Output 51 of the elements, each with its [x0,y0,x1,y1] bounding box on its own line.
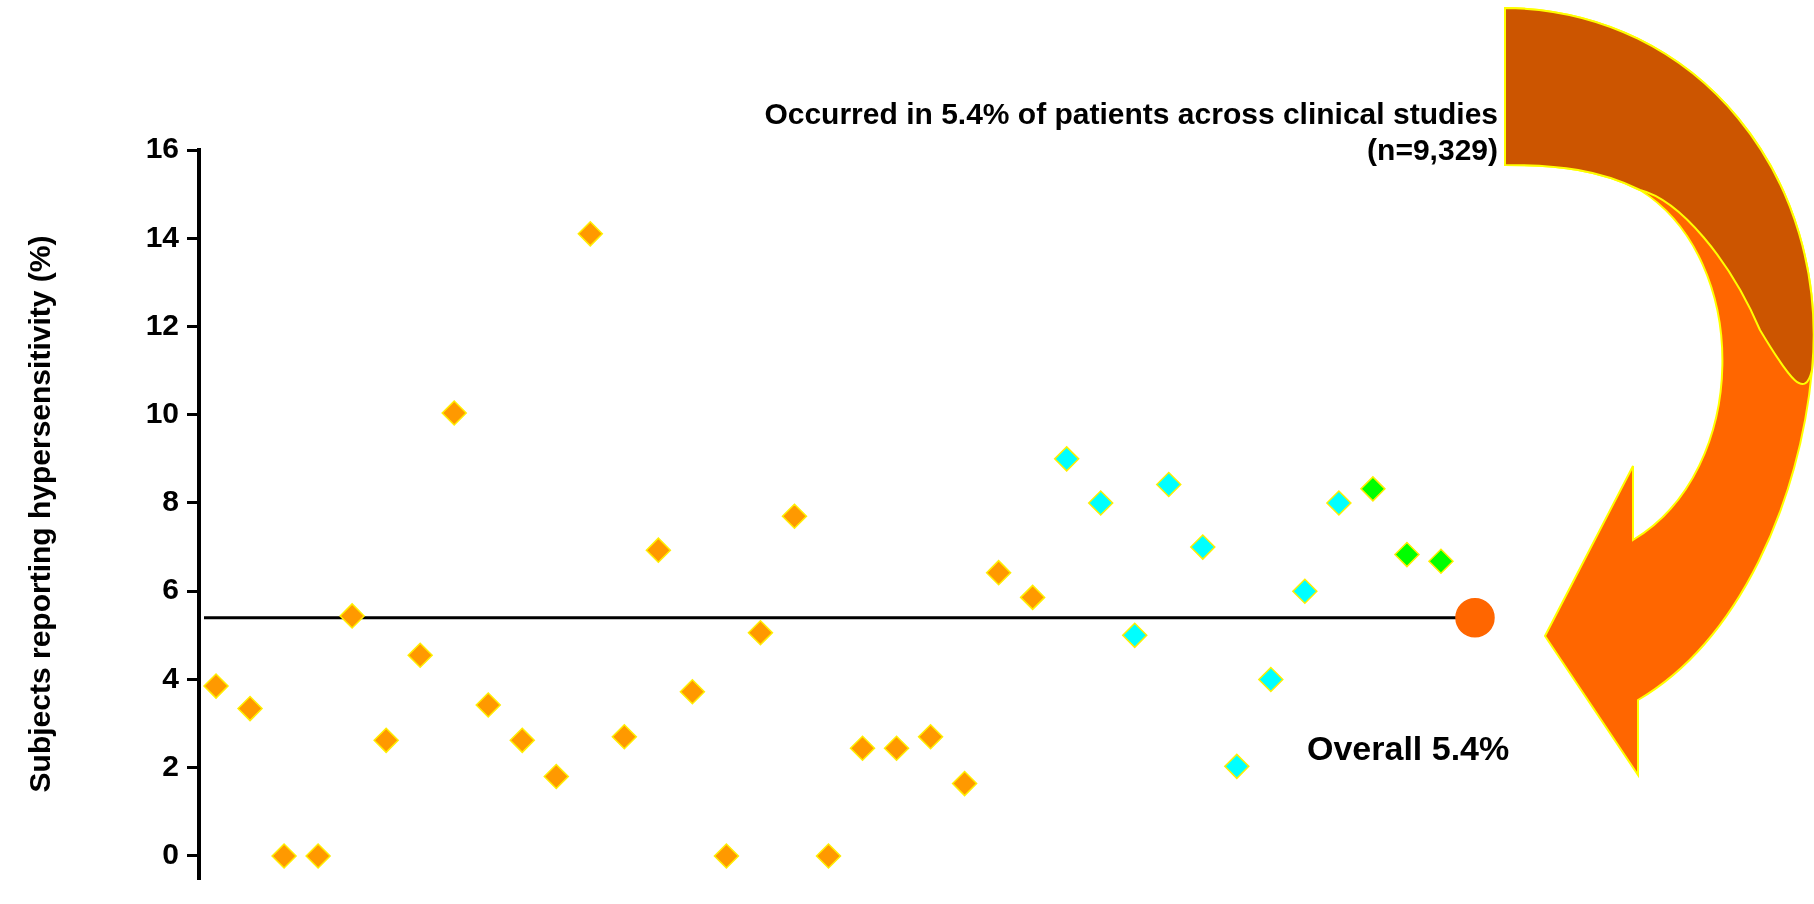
y-axis-title: Subjects reporting hypersensitivity (%) [23,235,57,793]
point [1087,490,1114,516]
point [1326,490,1352,516]
annotation: Overall 5.4% [1307,729,1510,767]
point [611,724,638,750]
point [951,770,978,797]
y-tick-label: 0 [162,837,179,871]
y-tick-label: 10 [145,395,179,429]
point [1455,597,1495,638]
y-tick-label: 6 [162,572,179,606]
point [1121,622,1148,649]
point [679,679,706,705]
point [407,642,433,668]
point [1053,446,1080,472]
point [475,692,501,718]
point [883,735,910,762]
point [441,400,467,426]
point [781,503,808,529]
point [1019,584,1046,611]
point [373,727,399,754]
text: Occurred in 5.4% of patients across clinical studies [764,97,1498,130]
point [645,537,672,563]
y-tick-label: 14 [145,219,180,253]
point [985,559,1012,586]
point [1428,548,1454,574]
point [849,735,876,762]
point [1394,541,1420,568]
point [713,843,740,869]
point [305,843,331,869]
point [1156,471,1182,498]
point [237,695,263,722]
point [1258,666,1284,693]
y-tick-label: 16 [145,131,179,165]
point [747,619,774,646]
point [815,843,842,869]
point [339,603,365,629]
point [1360,476,1386,502]
y-tick-label: 12 [145,307,179,341]
point [509,727,535,754]
point [543,763,570,790]
point [917,724,944,750]
point [577,221,604,247]
point [1292,578,1318,604]
point [203,673,229,699]
y-tick-label: 8 [162,484,179,518]
point [1224,753,1250,780]
annotation: (n=9,329) [1367,133,1498,166]
y-tick-label: 2 [162,748,179,782]
point [1190,534,1216,560]
y-tick-label: 4 [162,660,180,694]
point [271,843,297,869]
